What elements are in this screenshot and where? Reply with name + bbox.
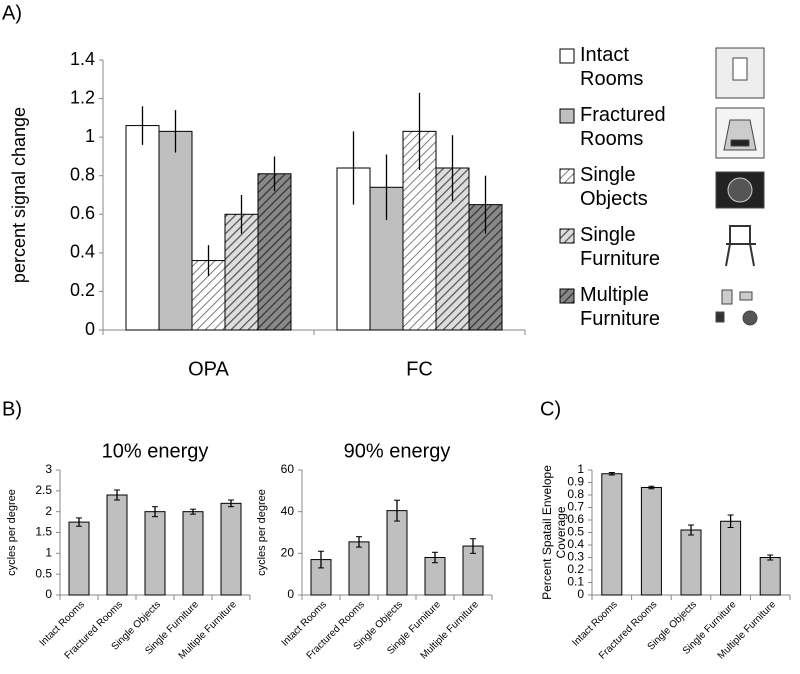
bar [601, 473, 623, 596]
bar [106, 494, 128, 596]
bar [386, 510, 408, 596]
bar [640, 487, 662, 596]
y-axis-label: cycles per degree [6, 489, 18, 576]
y-tick-label: 1.4 [70, 49, 95, 69]
legend-swatch [559, 288, 575, 304]
y-tick-label: 1 [85, 126, 95, 146]
bar [220, 502, 242, 596]
legend-label: Multiple Furniture [580, 284, 660, 330]
y-tick-label: 0.5 [35, 566, 52, 580]
legend-label: Intact Rooms [580, 44, 643, 90]
y-tick-label: 0 [287, 587, 294, 601]
bar [224, 213, 259, 331]
legend-label: Single Objects [580, 164, 648, 210]
y-tick-label: 0 [45, 587, 52, 601]
legend-label: Fractured Rooms [580, 104, 666, 150]
y-axis-label: percent signal change [9, 107, 29, 283]
legend-swatch [559, 108, 575, 124]
y-tick-label: 0.9 [567, 475, 584, 489]
y-tick-label: 0.8 [70, 164, 95, 184]
y-tick-label: 0.5 [567, 525, 584, 539]
y-tick-label: 2.5 [35, 483, 52, 497]
y-tick-label: 0.4 [567, 537, 584, 551]
y-tick-label: 1 [45, 546, 52, 560]
y-tick-label: 0.2 [567, 562, 584, 576]
y-tick-label: 0.3 [567, 550, 584, 564]
bar [680, 529, 702, 596]
y-tick-label: 0.1 [567, 575, 584, 589]
y-tick-label: 0 [85, 319, 95, 339]
chart-title: 10% energy [102, 440, 209, 462]
bar [158, 130, 193, 331]
legend-swatch [559, 48, 575, 64]
y-tick-label: 0.6 [70, 203, 95, 223]
y-tick-label: 40 [281, 504, 295, 518]
y-tick-label: 3 [45, 462, 52, 476]
x-tick-label: FC [406, 358, 433, 380]
bar [720, 520, 742, 596]
bar [68, 521, 90, 596]
y-axis-label: Percent Spatail EnvelopeCoverage [540, 465, 568, 600]
legend-swatch [559, 228, 575, 244]
bar [759, 557, 781, 596]
bar [348, 541, 370, 596]
y-tick-label: 0 [577, 587, 584, 601]
y-tick-label: 1 [577, 462, 584, 476]
bar [144, 511, 166, 596]
y-tick-label: 2 [45, 504, 52, 518]
panel-label: A) [2, 2, 22, 24]
y-axis-label: cycles per degree [256, 489, 268, 576]
y-tick-label: 0.2 [70, 280, 95, 300]
y-tick-label: 1.5 [35, 525, 52, 539]
x-tick-label: OPA [188, 358, 229, 380]
bar [182, 511, 204, 596]
legend-label: Single Furniture [580, 224, 660, 270]
y-tick-label: 0.7 [567, 500, 584, 514]
chart-title: 90% energy [344, 440, 451, 462]
y-tick-label: 0.4 [70, 242, 95, 262]
panel-label: C) [540, 398, 561, 420]
bar [257, 173, 292, 331]
y-tick-label: 1.2 [70, 87, 95, 107]
y-tick-label: 20 [281, 546, 295, 560]
panel-label: B) [2, 398, 22, 420]
y-tick-label: 0.6 [567, 512, 584, 526]
y-tick-label: 60 [281, 462, 295, 476]
y-tick-label: 0.8 [567, 487, 584, 501]
legend-icons [715, 47, 765, 326]
bar [125, 125, 160, 331]
legend-swatch [559, 168, 575, 184]
